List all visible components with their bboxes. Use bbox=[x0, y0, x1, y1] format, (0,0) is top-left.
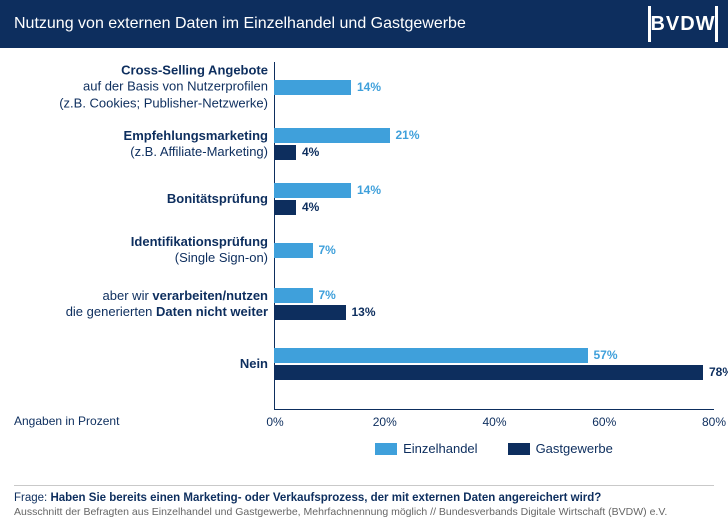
footer-question: Frage: Haben Sie bereits einen Marketing… bbox=[14, 492, 714, 504]
chart-title: Nutzung von externen Daten im Einzelhand… bbox=[14, 15, 466, 33]
row-bars: 14% bbox=[274, 62, 714, 112]
chart-row: Nein 57% 78% bbox=[14, 344, 714, 384]
chart-row: Bonitätsprüfung 14% 4% bbox=[14, 182, 714, 216]
row-bars: 7% bbox=[274, 230, 714, 270]
chart-row: aber wir verarbeiten/nutzendie generiert… bbox=[14, 284, 714, 324]
x-tick: 80% bbox=[702, 415, 726, 429]
row-bars: 21% 4% bbox=[274, 124, 714, 164]
legend-swatch-1 bbox=[375, 443, 397, 455]
legend-item-einzelhandel: Einzelhandel bbox=[375, 441, 477, 456]
bar-value: 4% bbox=[302, 200, 319, 215]
bar-value: 21% bbox=[396, 128, 420, 143]
row-bars: 14% 4% bbox=[274, 182, 714, 216]
row-label: Identifikationsprüfung(Single Sign-on) bbox=[14, 234, 268, 267]
bar: 7% bbox=[274, 288, 313, 303]
bar: 14% bbox=[274, 183, 351, 198]
x-tick: 0% bbox=[266, 415, 283, 429]
footer-source: Ausschnitt der Befragten aus Einzelhande… bbox=[14, 506, 714, 518]
bar-value: 7% bbox=[319, 288, 336, 303]
bar: 21% bbox=[274, 128, 390, 143]
bar-value: 57% bbox=[594, 348, 618, 363]
legend-label-2: Gastgewerbe bbox=[536, 441, 613, 456]
legend-item-gastgewerbe: Gastgewerbe bbox=[508, 441, 613, 456]
row-bars: 57% 78% bbox=[274, 344, 714, 384]
x-axis-label: Angaben in Prozent bbox=[14, 414, 119, 428]
bar-value: 13% bbox=[352, 305, 376, 320]
header-bar: Nutzung von externen Daten im Einzelhand… bbox=[0, 0, 728, 48]
chart-row: Cross-Selling Angeboteauf der Basis von … bbox=[14, 62, 714, 112]
logo-text: BVDW bbox=[650, 13, 715, 36]
row-bars: 7% 13% bbox=[274, 284, 714, 324]
bar-value: 7% bbox=[319, 243, 336, 258]
x-tick: 20% bbox=[373, 415, 397, 429]
bar-value: 78% bbox=[709, 365, 728, 380]
chart-row: Identifikationsprüfung(Single Sign-on) 7% bbox=[14, 230, 714, 270]
bar-value: 14% bbox=[357, 183, 381, 198]
page: Nutzung von externen Daten im Einzelhand… bbox=[0, 0, 728, 528]
legend-label-1: Einzelhandel bbox=[403, 441, 477, 456]
legend: Einzelhandel Gastgewerbe bbox=[274, 441, 714, 456]
chart-rows: Cross-Selling Angeboteauf der Basis von … bbox=[14, 62, 714, 410]
bar: 7% bbox=[274, 243, 313, 258]
bar: 78% bbox=[274, 365, 703, 380]
row-label: Cross-Selling Angeboteauf der Basis von … bbox=[14, 63, 268, 112]
bar: 13% bbox=[274, 305, 346, 320]
legend-swatch-2 bbox=[508, 443, 530, 455]
row-label: Empfehlungsmarketing(z.B. Affiliate-Mark… bbox=[14, 128, 268, 161]
bvdw-logo: BVDW bbox=[648, 0, 718, 48]
x-tick: 40% bbox=[482, 415, 506, 429]
row-label: Nein bbox=[14, 356, 268, 372]
row-label: Bonitätsprüfung bbox=[14, 191, 268, 207]
bar: 57% bbox=[274, 348, 588, 363]
bar-value: 14% bbox=[357, 80, 381, 95]
footer: Frage: Haben Sie bereits einen Marketing… bbox=[14, 485, 714, 518]
bar: 4% bbox=[274, 145, 296, 160]
chart-area: 0%20%40%60%80% Cross-Selling Angeboteauf… bbox=[14, 62, 714, 462]
chart-row: Empfehlungsmarketing(z.B. Affiliate-Mark… bbox=[14, 124, 714, 164]
bar: 14% bbox=[274, 80, 351, 95]
x-tick: 60% bbox=[592, 415, 616, 429]
bar: 4% bbox=[274, 200, 296, 215]
row-label: aber wir verarbeiten/nutzendie generiert… bbox=[14, 288, 268, 321]
bar-value: 4% bbox=[302, 145, 319, 160]
